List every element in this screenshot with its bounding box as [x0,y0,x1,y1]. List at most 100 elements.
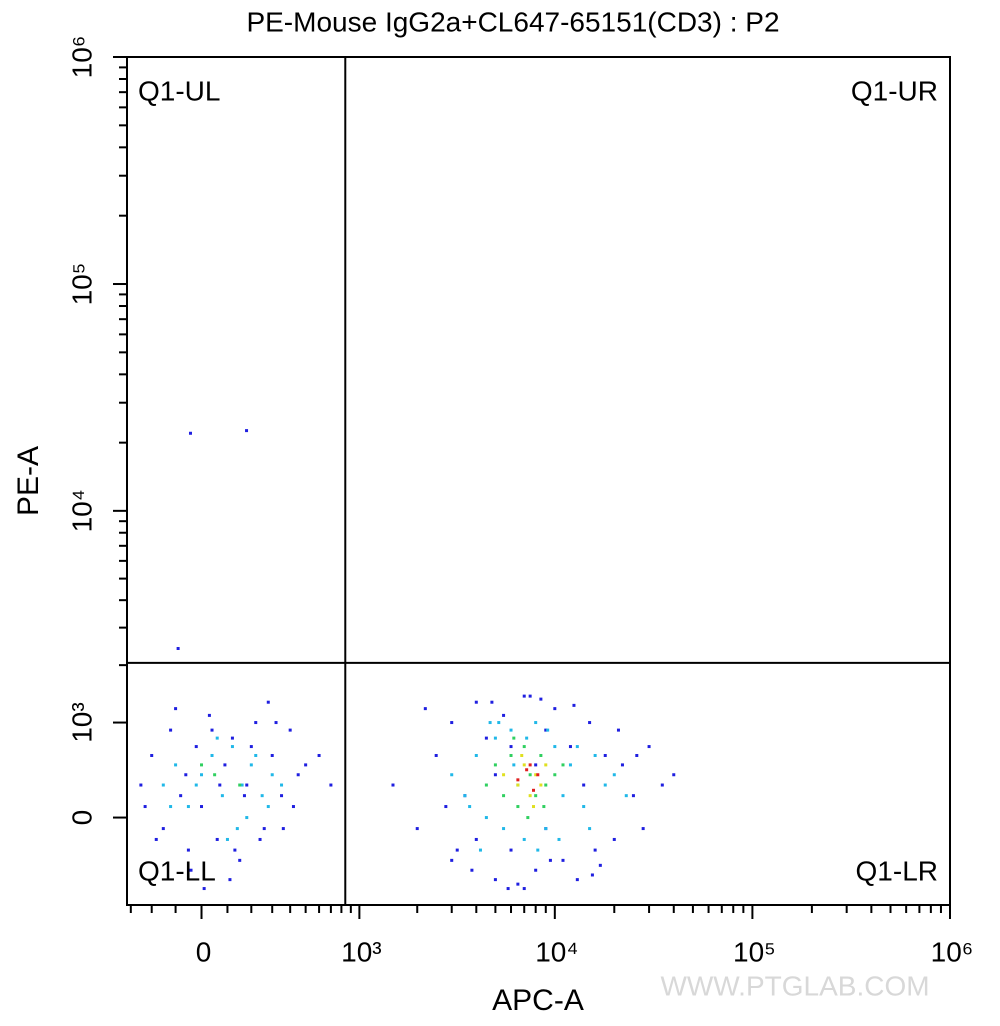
point [516,783,520,787]
point [536,773,540,777]
point [522,887,526,891]
x-tick-label: 0 [196,936,212,967]
x-axis-label: APC-A [492,984,584,1017]
point [588,827,592,831]
point [463,794,467,798]
point [233,848,237,852]
point [497,721,501,725]
point [270,753,274,757]
point [258,837,262,841]
point [260,794,264,798]
point [254,753,258,757]
point [502,794,506,798]
point [266,805,270,809]
point [235,827,239,831]
y-tick-label: 10³ [66,702,97,742]
point [215,837,219,841]
point [490,700,494,704]
point [444,805,448,809]
point [539,783,543,787]
x-tick-label: 10⁴ [535,936,578,967]
x-tick-label: 10⁵ [733,936,776,967]
point [509,848,513,852]
point [474,753,478,757]
point [522,837,526,841]
point [169,728,173,732]
point [329,783,333,787]
point [544,827,548,831]
point [484,736,488,740]
point [572,703,576,707]
point [245,816,249,820]
point [478,848,482,852]
point [534,763,538,767]
point [291,805,295,809]
point [568,763,572,767]
point [169,805,173,809]
point [188,431,192,435]
point [534,773,538,777]
point [598,863,602,867]
point [506,887,510,891]
point [528,763,532,767]
point [296,773,300,777]
point [280,794,284,798]
point [647,745,651,749]
point [288,728,292,732]
point [575,745,579,749]
point [474,700,478,704]
point [280,783,284,787]
point [245,783,249,787]
point [186,805,190,809]
point [522,763,526,767]
point [228,878,232,882]
chart-title: PE-Mouse IgG2a+CL647-65151(CD3) : P2 [246,6,779,37]
point [240,783,244,787]
point [593,753,597,757]
point [512,736,516,740]
point [184,773,188,777]
point [249,745,253,749]
point [242,794,246,798]
point [660,783,664,787]
point [612,837,616,841]
point [672,773,676,777]
point [150,753,154,757]
point [238,858,242,862]
point [620,763,624,767]
point [179,794,183,798]
point [603,783,607,787]
point [553,745,557,749]
point [161,827,165,831]
point [532,805,536,809]
point [391,783,395,787]
point [317,753,321,757]
point [474,837,478,841]
point [561,763,565,767]
point [522,745,526,749]
point [502,827,506,831]
point [215,736,219,740]
point [493,763,497,767]
point [262,827,266,831]
point [557,837,561,841]
point [450,721,454,725]
point [281,827,285,831]
point [220,794,224,798]
point [176,646,180,650]
point [139,783,143,787]
point [455,848,459,852]
point [612,773,616,777]
point [502,773,506,777]
point [207,713,211,717]
point [493,878,497,882]
watermark: WWW.PTGLAB.COM [660,970,929,1001]
point [516,882,520,886]
point [528,694,532,698]
point [470,868,474,872]
point [423,707,427,711]
y-axis-label: PE-A [12,446,45,516]
x-tick-label: 10⁶ [931,936,974,967]
point [536,848,540,852]
y-tick-label: 0 [66,810,97,826]
